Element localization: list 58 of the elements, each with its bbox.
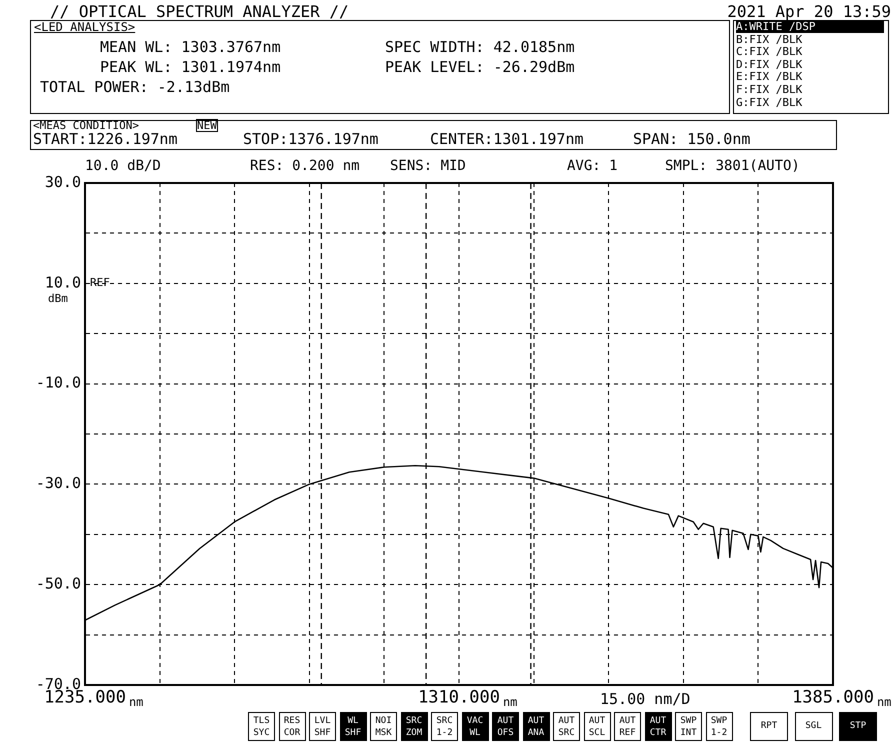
text: LVL SHF [310, 715, 335, 739]
text: E:FIX /BLK [736, 70, 804, 84]
y-tick-label: 10.0 [44, 273, 81, 292]
text: STOP:1376.197nm [243, 130, 378, 148]
text: SMPL: 3801(AUTO) [665, 158, 800, 174]
text: B:FIX /BLK [736, 32, 804, 46]
text: START:1226.197nm [33, 130, 178, 148]
text: SRC 1-2 [432, 715, 457, 739]
y-axis-title: dBm [48, 292, 68, 305]
text: VAC WL [462, 715, 488, 739]
text: NEW [196, 119, 218, 132]
text: STP [839, 712, 877, 741]
x-tick-label: 1385.000 [792, 688, 874, 708]
text: PEAK LEVEL: -26.29dBm [385, 58, 575, 76]
text: G:FIX /BLK [736, 96, 804, 109]
text: WL SHF [340, 715, 366, 739]
text: TOTAL POWER: -2.13dBm [40, 78, 230, 96]
text: <MEAS CONDITION> [33, 119, 139, 132]
text: MEAN WL: 1303.3767nm [100, 38, 281, 56]
y-tick-label: -10.0 [36, 374, 81, 392]
text: PEAK WL: 1301.1974nm [100, 58, 281, 76]
text: nm [502, 695, 518, 710]
text: RPT [750, 712, 788, 741]
text: <LED ANALYSIS> [34, 20, 136, 34]
annotation: REF [90, 276, 110, 289]
text: SWP INT [676, 715, 701, 739]
text: SPAN: 150.0nm [633, 130, 750, 148]
text: AUT CTR [646, 715, 670, 739]
chart-subtitle: 2021 Apr 20 13:59 [727, 2, 891, 21]
text: F:FIX /BLK [736, 83, 804, 96]
text: SPEC WIDTH: 42.0185nm [385, 38, 575, 56]
text: SENS: MID [390, 158, 466, 174]
text: AUT REF [615, 715, 640, 739]
text: TLS SYC [249, 715, 274, 739]
text: SWP 1-2 [706, 715, 732, 739]
text: A:WRITE /DSP [736, 20, 884, 33]
text: CENTER:1301.197nm [430, 130, 584, 148]
x-tick-label: 1310.000 [418, 688, 500, 708]
text: SRC ZOM [402, 715, 426, 739]
text: RES: 0.200 nm [250, 158, 360, 174]
text: AUT SRC [554, 715, 579, 739]
y-tick-label: 30.0 [44, 172, 81, 191]
text: NOI MSK [371, 715, 396, 739]
text: RES COR [280, 715, 304, 739]
text: 15.00 nm/D [600, 690, 690, 708]
text: D:FIX /BLK [736, 58, 804, 71]
chart-title: // OPTICAL SPECTRUM ANALYZER // [50, 2, 349, 21]
text: 10.0 dB/D [85, 158, 161, 174]
text: AUT SCL [584, 715, 610, 739]
y-tick-label: -30.0 [36, 474, 81, 492]
text: nm [876, 695, 892, 710]
text: SGL [794, 712, 832, 741]
text: C:FIX /BLK [736, 45, 804, 58]
text: AUT ANA [524, 715, 548, 739]
text: AUT OFS [493, 715, 518, 739]
text: AVG: 1 [567, 158, 618, 174]
x-axis-title: nm [128, 695, 144, 710]
y-tick-label: -50.0 [36, 574, 81, 592]
